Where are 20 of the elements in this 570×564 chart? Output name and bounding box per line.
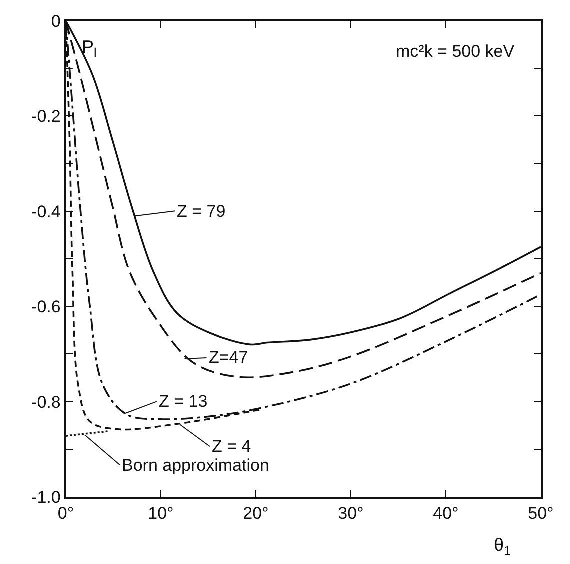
y-tick-label: -1.0 — [32, 488, 61, 507]
x-tick-label: 20° — [243, 504, 269, 524]
y-tick-label: -0.6 — [32, 298, 61, 317]
y-tick-label: -0.2 — [32, 107, 61, 126]
x-tick-label: 40° — [433, 504, 459, 524]
y-axis-title: P$_{l}$ — [82, 37, 97, 60]
annotation: Born approximation — [122, 456, 270, 475]
y-tick-label: -0.4 — [32, 202, 61, 222]
annotation: Z = 79 — [177, 202, 226, 221]
x-tick-label: 0° — [58, 504, 74, 524]
annotation: Z=47 — [209, 348, 248, 367]
x-tick-label: 50° — [528, 504, 554, 524]
annotation: Z = 13 — [159, 392, 208, 411]
y-tick-label: -0.8 — [32, 392, 61, 412]
x-axis-title: θ$_{1}$ — [494, 535, 512, 558]
x-tick-label: 30° — [338, 504, 364, 524]
annotation: mc²k = 500 keV — [396, 42, 516, 61]
annotation: Z = 4 — [212, 437, 252, 456]
y-tick-label: 0 — [51, 12, 61, 31]
x-tick-label: 10° — [148, 504, 174, 524]
